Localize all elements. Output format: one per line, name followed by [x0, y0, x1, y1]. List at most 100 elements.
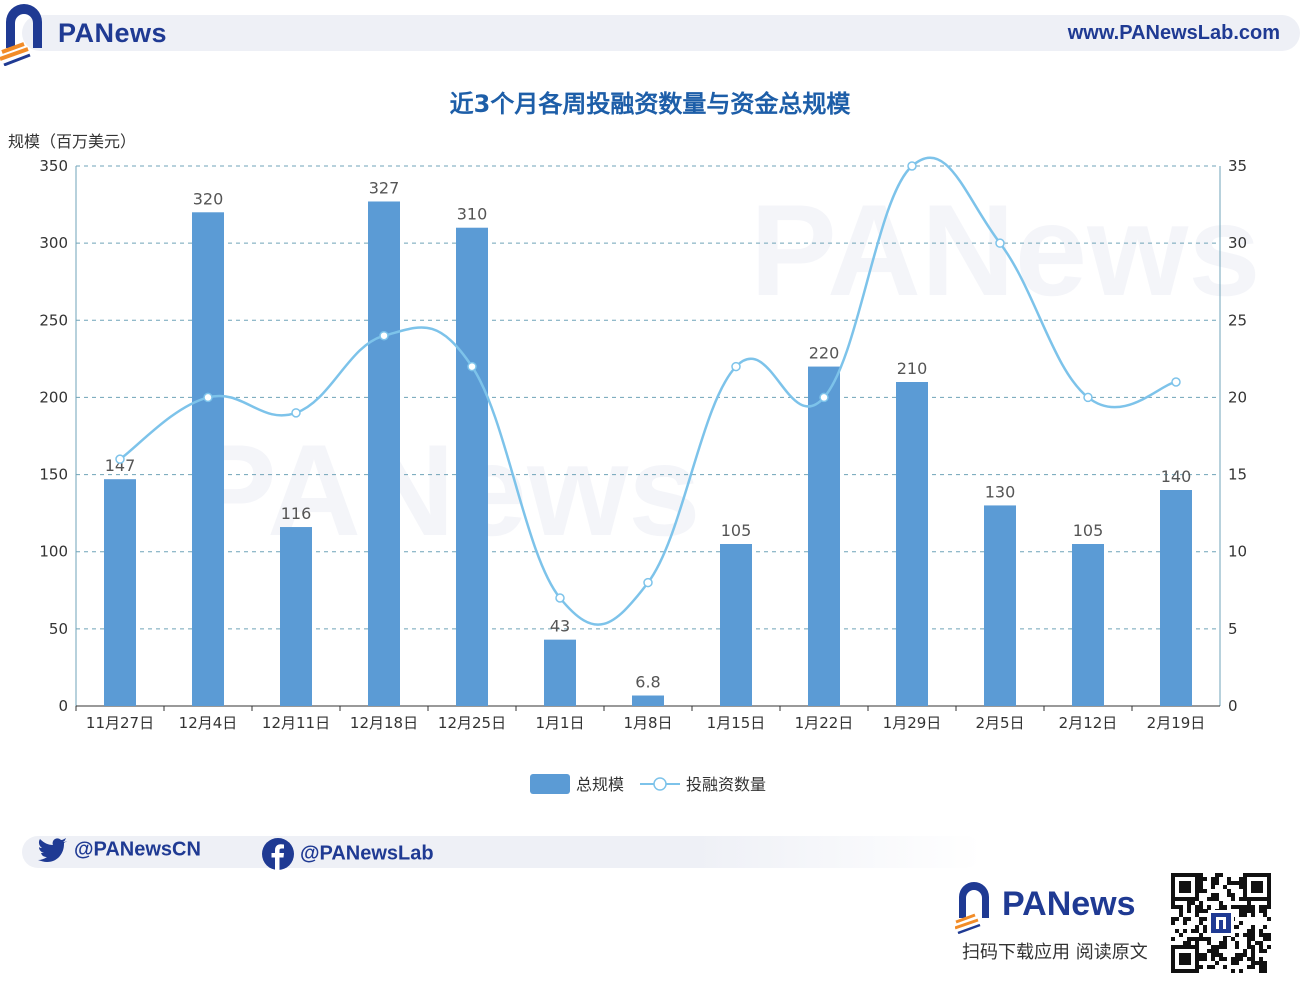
bar: [368, 201, 400, 706]
qr-module: [1239, 921, 1243, 925]
qr-module: [1219, 957, 1223, 961]
bar: [1160, 490, 1192, 706]
facebook-handle[interactable]: @PANewsLab: [262, 838, 434, 870]
qr-module: [1227, 889, 1231, 893]
header-bar: [22, 15, 1300, 51]
qr-module: [1235, 881, 1239, 885]
series-line: [119, 156, 1177, 626]
qr-module: [1259, 941, 1263, 945]
qr-code-icon[interactable]: [1170, 872, 1272, 974]
y-axis-title: 规模（百万美元）: [8, 132, 136, 151]
qr-module: [1195, 913, 1199, 917]
footer-brand: PANews: [1002, 885, 1136, 923]
line-point: [203, 392, 213, 403]
line-point: [995, 238, 1005, 248]
y2-tick-label: 10: [1228, 543, 1247, 561]
qr-module: [1183, 941, 1187, 945]
qr-module: [1247, 941, 1251, 945]
qr-module: [1179, 953, 1191, 965]
y2-tick-label: 5: [1228, 620, 1238, 638]
line-point: [467, 361, 477, 372]
line-point: [731, 361, 741, 372]
qr-module: [1243, 909, 1247, 913]
qr-module: [1199, 885, 1203, 889]
site-url[interactable]: www.PANewsLab.com: [1067, 22, 1280, 44]
qr-module: [1191, 901, 1195, 905]
qr-module: [1219, 953, 1223, 957]
qr-module: [1235, 961, 1239, 965]
y2-tick-label: 20: [1228, 388, 1247, 406]
qr-module: [1203, 889, 1207, 893]
bar: [104, 479, 136, 706]
qr-module: [1191, 937, 1195, 941]
qr-module: [1203, 917, 1207, 921]
twitter-icon: [38, 838, 67, 862]
qr-module: [1203, 957, 1207, 961]
qr-module: [1171, 917, 1175, 921]
qr-module: [1199, 877, 1203, 881]
qr-module: [1259, 969, 1263, 973]
x-tick-label: 1月29日: [883, 714, 942, 732]
x-tick-label: 12月25日: [438, 714, 506, 732]
y-tick-label: 200: [39, 388, 68, 406]
qr-module: [1223, 965, 1227, 969]
qr-module: [1267, 905, 1271, 909]
watermark: PANews: [190, 417, 701, 563]
qr-module: [1199, 909, 1203, 913]
panews-logo-icon: [955, 882, 989, 934]
qr-module: [1259, 905, 1263, 909]
qr-module: [1187, 917, 1191, 921]
y2-tick-label: 15: [1228, 466, 1247, 484]
qr-module: [1171, 901, 1175, 905]
line-point: [555, 593, 565, 603]
qr-module: [1215, 945, 1219, 949]
qr-module: [1263, 965, 1267, 969]
qr-module: [1235, 941, 1239, 945]
qr-module: [1199, 957, 1203, 961]
qr-module: [1231, 905, 1235, 909]
qr-module: [1231, 937, 1235, 941]
qr-module: [1219, 941, 1223, 945]
qr-module: [1219, 945, 1223, 949]
line-point: [379, 330, 389, 341]
y-tick-label: 100: [39, 543, 68, 561]
qr-module: [1215, 949, 1219, 953]
qr-module: [1195, 941, 1199, 945]
qr-module: [1223, 937, 1227, 941]
qr-module: [1243, 913, 1247, 917]
qr-module: [1231, 897, 1235, 901]
qr-module: [1211, 885, 1215, 889]
qr-module: [1211, 877, 1215, 881]
twitter-handle[interactable]: @PANewsCN: [38, 838, 201, 862]
qr-module: [1199, 905, 1203, 909]
qr-module: [1243, 933, 1247, 937]
qr-module: [1211, 949, 1215, 953]
qr-module: [1251, 965, 1255, 969]
qr-module: [1251, 913, 1255, 917]
qr-module: [1183, 917, 1187, 921]
qr-module: [1251, 949, 1255, 953]
qr-module: [1239, 913, 1243, 917]
qr-module: [1211, 965, 1215, 969]
qr-module: [1239, 897, 1243, 901]
qr-module: [1267, 901, 1271, 905]
bar: [192, 212, 224, 706]
bar-value-label: 116: [281, 504, 312, 523]
legend-swatch-point: [653, 777, 667, 791]
bar: [984, 505, 1016, 706]
qr-module: [1199, 889, 1203, 893]
qr-module: [1235, 957, 1239, 961]
qr-module: [1199, 933, 1203, 937]
qr-module: [1247, 905, 1251, 909]
qr-module: [1239, 877, 1243, 881]
bar-value-label: 147: [105, 456, 136, 475]
qr-module: [1239, 881, 1243, 885]
qr-module: [1243, 905, 1247, 909]
bar: [896, 382, 928, 706]
qr-module: [1231, 893, 1235, 897]
qr-module: [1183, 929, 1187, 933]
bar-value-label: 327: [369, 178, 400, 197]
qr-module: [1247, 965, 1251, 969]
qr-module: [1235, 925, 1239, 929]
x-tick-label: 1月1日: [535, 714, 584, 732]
